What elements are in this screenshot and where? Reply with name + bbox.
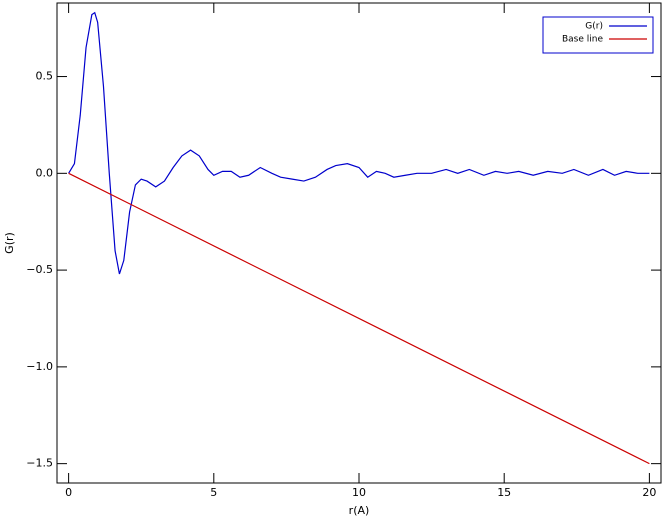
x-tick-label: 20 [642, 486, 656, 499]
x-tick-label: 15 [497, 486, 511, 499]
series-line [68, 172, 650, 465]
x-tick-label: 0 [65, 486, 72, 499]
x-tick-label: 10 [352, 486, 366, 499]
series-line [68, 11, 650, 275]
plot-frame [56, 2, 662, 484]
legend-box [542, 16, 654, 54]
legend-label: Base line [562, 35, 603, 45]
y-axis-label: G(r) [3, 232, 16, 254]
y-tick-label: 0.0 [36, 166, 54, 179]
legend-label: G(r) [585, 22, 603, 32]
y-tick-label: 0.5 [36, 70, 54, 83]
y-tick-label: −1.5 [26, 457, 53, 470]
x-tick-label: 5 [210, 486, 217, 499]
x-axis-label: r(A) [349, 504, 370, 517]
y-tick-label: −1.0 [26, 360, 53, 373]
y-tick-label: −0.5 [26, 263, 53, 276]
